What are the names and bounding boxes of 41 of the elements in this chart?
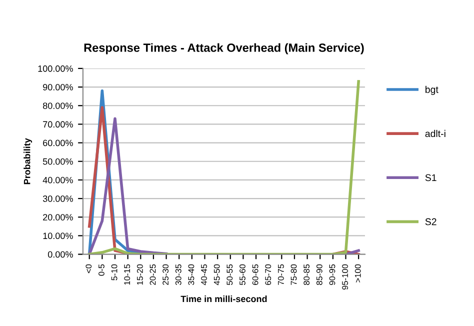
x-tick-label: 15-20 [136, 264, 143, 285]
y-tick-label: 80.00% [43, 102, 73, 109]
x-tick-label: 0-5 [98, 264, 104, 276]
y-tick-label: 90.00% [43, 84, 73, 90]
y-tick-label: 10.00% [43, 232, 73, 240]
x-tick-label: 30-35 [175, 264, 182, 285]
y-tick-label: 70.00% [43, 121, 73, 128]
x-tick-label: 25-30 [162, 264, 169, 285]
x-tick-label: 50-55 [226, 264, 233, 285]
y-tick-label: 30.00% [42, 196, 73, 202]
y-tick-label: 60.00% [43, 140, 73, 146]
legend-label: bgt [426, 86, 438, 95]
x-tick-label: 35-40 [188, 264, 194, 285]
x-axis-title: Time in milli-second [180, 296, 267, 302]
y-axis-title: Probability [24, 138, 32, 184]
x-tick-label: 5-10 [111, 264, 118, 280]
x-tick-label: 60-65 [252, 264, 258, 285]
chart-title: Response Times - Attack Overhead (Main Service) [84, 43, 364, 54]
y-tick-label: 0.00% [48, 251, 73, 258]
x-tick-label: 75-80 [290, 264, 297, 285]
y-tick-label: 40.00% [42, 176, 73, 184]
y-tick-label: 100.00% [38, 65, 73, 72]
legend-label: S1 [425, 174, 436, 182]
x-tick-label: 95-100 [342, 264, 348, 290]
x-tick-label: 10-15 [124, 264, 130, 285]
x-tick-label: 70-75 [278, 264, 284, 285]
x-tick-label: 85-90 [316, 264, 322, 285]
y-tick-label: 50.00% [42, 158, 73, 165]
x-tick-label: 65-70 [265, 264, 272, 285]
x-tick-label: 80-85 [304, 264, 310, 285]
x-tick-label: 45-50 [214, 264, 220, 286]
x-tick-label: 55-60 [240, 264, 246, 285]
legend-label: S2 [425, 218, 436, 226]
x-tick-label: 90-95 [329, 264, 336, 285]
x-tick-label: >100 [354, 264, 361, 282]
x-tick-label: <0 [86, 264, 92, 274]
line-series [88, 80, 360, 254]
y-tick-label: 20.00% [43, 214, 73, 220]
legend-label: adlt-i [425, 130, 446, 138]
x-tick-label: 20-25 [150, 264, 156, 285]
x-tick-label: 40-45 [201, 264, 207, 286]
